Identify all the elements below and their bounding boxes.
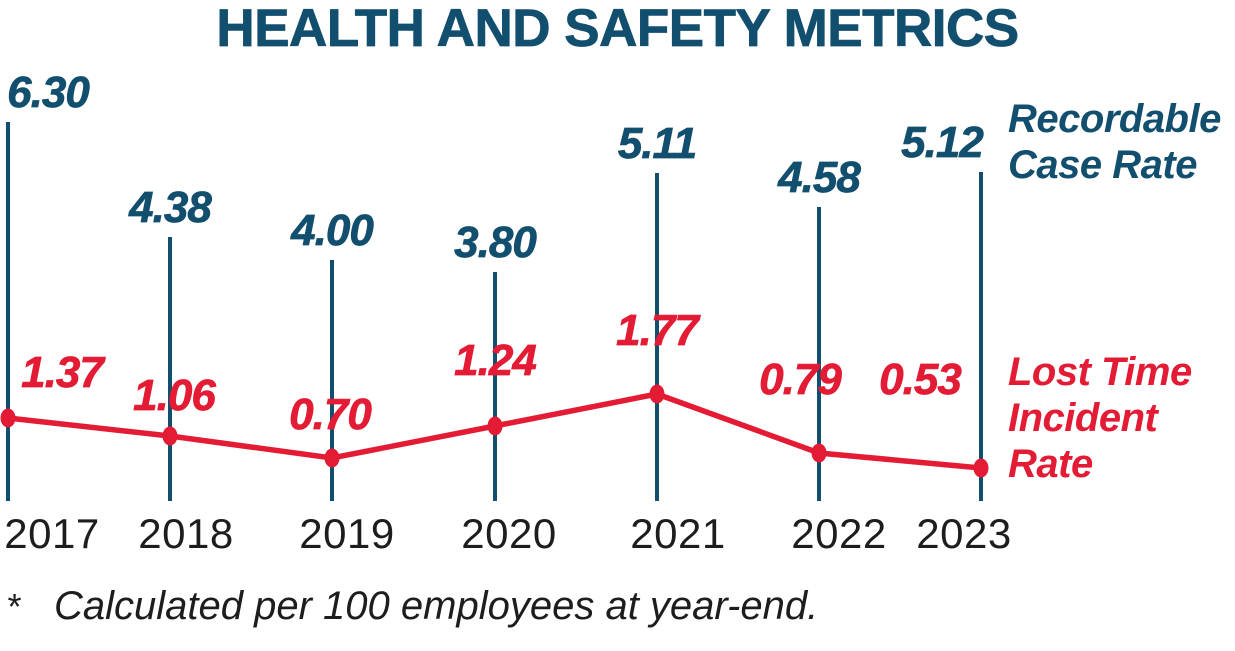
lost-time-value-label-2020: 1.24	[454, 336, 537, 385]
x-axis-year-label-2023: 2023	[916, 510, 1012, 557]
x-axis-year-label-2018: 2018	[138, 510, 234, 557]
lost-time-value-label-2017: 1.37	[21, 348, 104, 397]
legend-recordable-line-1: Recordable	[1008, 97, 1221, 141]
lost-time-value-label-2023: 0.53	[879, 355, 962, 404]
lost-time-marker-2020	[487, 416, 503, 436]
x-axis-year-label-2020: 2020	[461, 510, 557, 557]
x-axis-year-label-2022: 2022	[791, 510, 887, 557]
legend-recordable-line-2: Case Rate	[1008, 143, 1197, 187]
lost-time-marker-2022	[811, 443, 827, 463]
footnote: * Calculated per 100 employees at year-en…	[6, 583, 818, 630]
lost-time-marker-2023	[973, 458, 989, 478]
recordable-value-label-2018: 4.38	[129, 183, 212, 232]
recordable-value-label-2021: 5.11	[617, 119, 697, 168]
recordable-value-label-2022: 4.58	[778, 153, 861, 202]
recordable-value-label-2020: 3.80	[454, 218, 537, 267]
recordable-value-label-2017: 6.30	[7, 68, 90, 117]
lost-time-marker-2018	[162, 426, 178, 446]
lost-time-value-label-2022: 0.79	[759, 355, 842, 404]
legend-lost-time-line-2: Incident	[1008, 396, 1158, 440]
legend-lost-time-line-1: Lost Time	[1008, 350, 1192, 394]
lost-time-value-label-2021: 1.77	[616, 306, 699, 355]
footnote-asterisk: *	[6, 586, 21, 627]
recordable-value-label-2019: 4.00	[291, 206, 374, 255]
lost-time-marker-2021	[649, 384, 665, 404]
chart-title: HEALTH AND SAFETY METRICS	[216, 0, 1019, 58]
lost-time-marker-2017	[0, 408, 16, 428]
footnote-text: Calculated per 100 employees at year-end…	[54, 584, 819, 628]
legend-recordable-case-rate: Recordable Case Rate	[1008, 96, 1221, 188]
x-axis-year-label-2019: 2019	[299, 510, 395, 557]
lost-time-value-label-2018: 1.06	[133, 371, 216, 420]
x-axis-year-label-2021: 2021	[630, 510, 726, 557]
legend-lost-time-incident-rate: Lost Time Incident Rate	[1008, 349, 1192, 487]
lost-time-value-label-2019: 0.70	[289, 390, 372, 439]
legend-lost-time-line-3: Rate	[1008, 442, 1093, 486]
x-axis-year-label-2017: 2017	[4, 510, 100, 557]
lost-time-marker-2019	[324, 448, 340, 468]
recordable-value-label-2023: 5.12	[901, 118, 984, 167]
